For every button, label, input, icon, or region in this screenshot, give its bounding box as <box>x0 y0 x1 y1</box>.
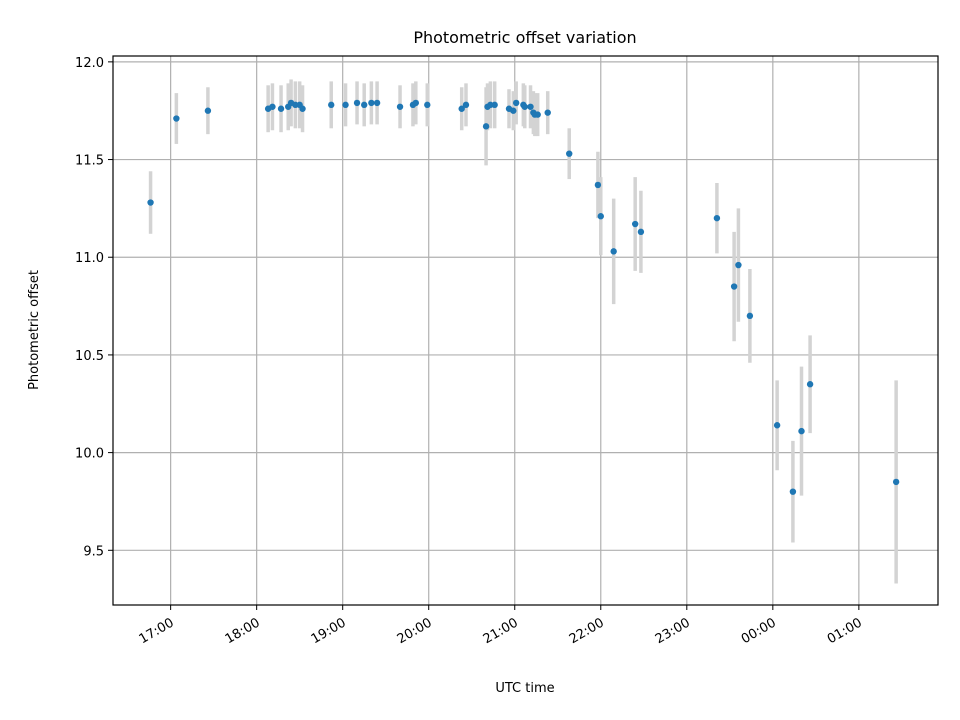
data-point <box>458 105 465 112</box>
chart-title: Photometric offset variation <box>413 28 636 47</box>
data-point <box>482 123 490 130</box>
data-point <box>730 283 738 290</box>
data-point <box>798 427 805 435</box>
data-point <box>396 103 404 110</box>
data-point <box>631 220 639 228</box>
data-point <box>566 150 573 157</box>
data-point <box>299 105 306 112</box>
y-axis-label: Photometric offset <box>27 270 42 390</box>
point-layer <box>147 99 900 495</box>
data-point <box>462 101 470 109</box>
data-point <box>412 99 420 107</box>
data-point <box>637 228 645 236</box>
data-point <box>269 103 276 110</box>
data-point <box>746 312 754 320</box>
data-point <box>424 101 431 109</box>
data-point <box>510 107 517 114</box>
data-point <box>512 99 520 107</box>
data-point <box>610 248 617 255</box>
x-axis-label: UTC time <box>495 681 554 696</box>
y-axis: 9.5 10.0 10.5 11.0 11.5 12.0 <box>75 56 113 559</box>
data-point <box>735 261 742 269</box>
data-point <box>521 103 528 110</box>
y-tick-label: 9.5 <box>83 544 104 559</box>
data-point <box>491 101 498 109</box>
data-point <box>373 99 381 107</box>
y-tick-label: 12.0 <box>75 56 104 71</box>
y-tick-label: 11.5 <box>75 154 104 169</box>
data-point <box>713 214 721 222</box>
data-point <box>597 213 604 220</box>
data-point <box>534 111 541 118</box>
data-point <box>368 99 375 107</box>
data-point <box>544 109 551 116</box>
data-point <box>147 199 154 206</box>
data-point <box>328 101 335 109</box>
data-point <box>173 115 180 122</box>
y-tick-label: 10.5 <box>75 349 104 364</box>
data-point <box>594 181 602 189</box>
y-tick-label: 11.0 <box>75 251 104 266</box>
data-point <box>773 422 781 429</box>
data-point <box>204 107 212 114</box>
data-point <box>527 103 534 110</box>
plot-frame <box>112 55 939 606</box>
y-tick-label: 10.0 <box>75 447 104 462</box>
grid-layer <box>113 56 938 605</box>
data-point <box>789 488 797 495</box>
data-point <box>342 101 349 109</box>
data-point <box>360 101 368 109</box>
data-point <box>892 478 900 486</box>
data-point <box>353 99 361 107</box>
data-point <box>277 105 285 112</box>
data-point <box>806 381 814 388</box>
